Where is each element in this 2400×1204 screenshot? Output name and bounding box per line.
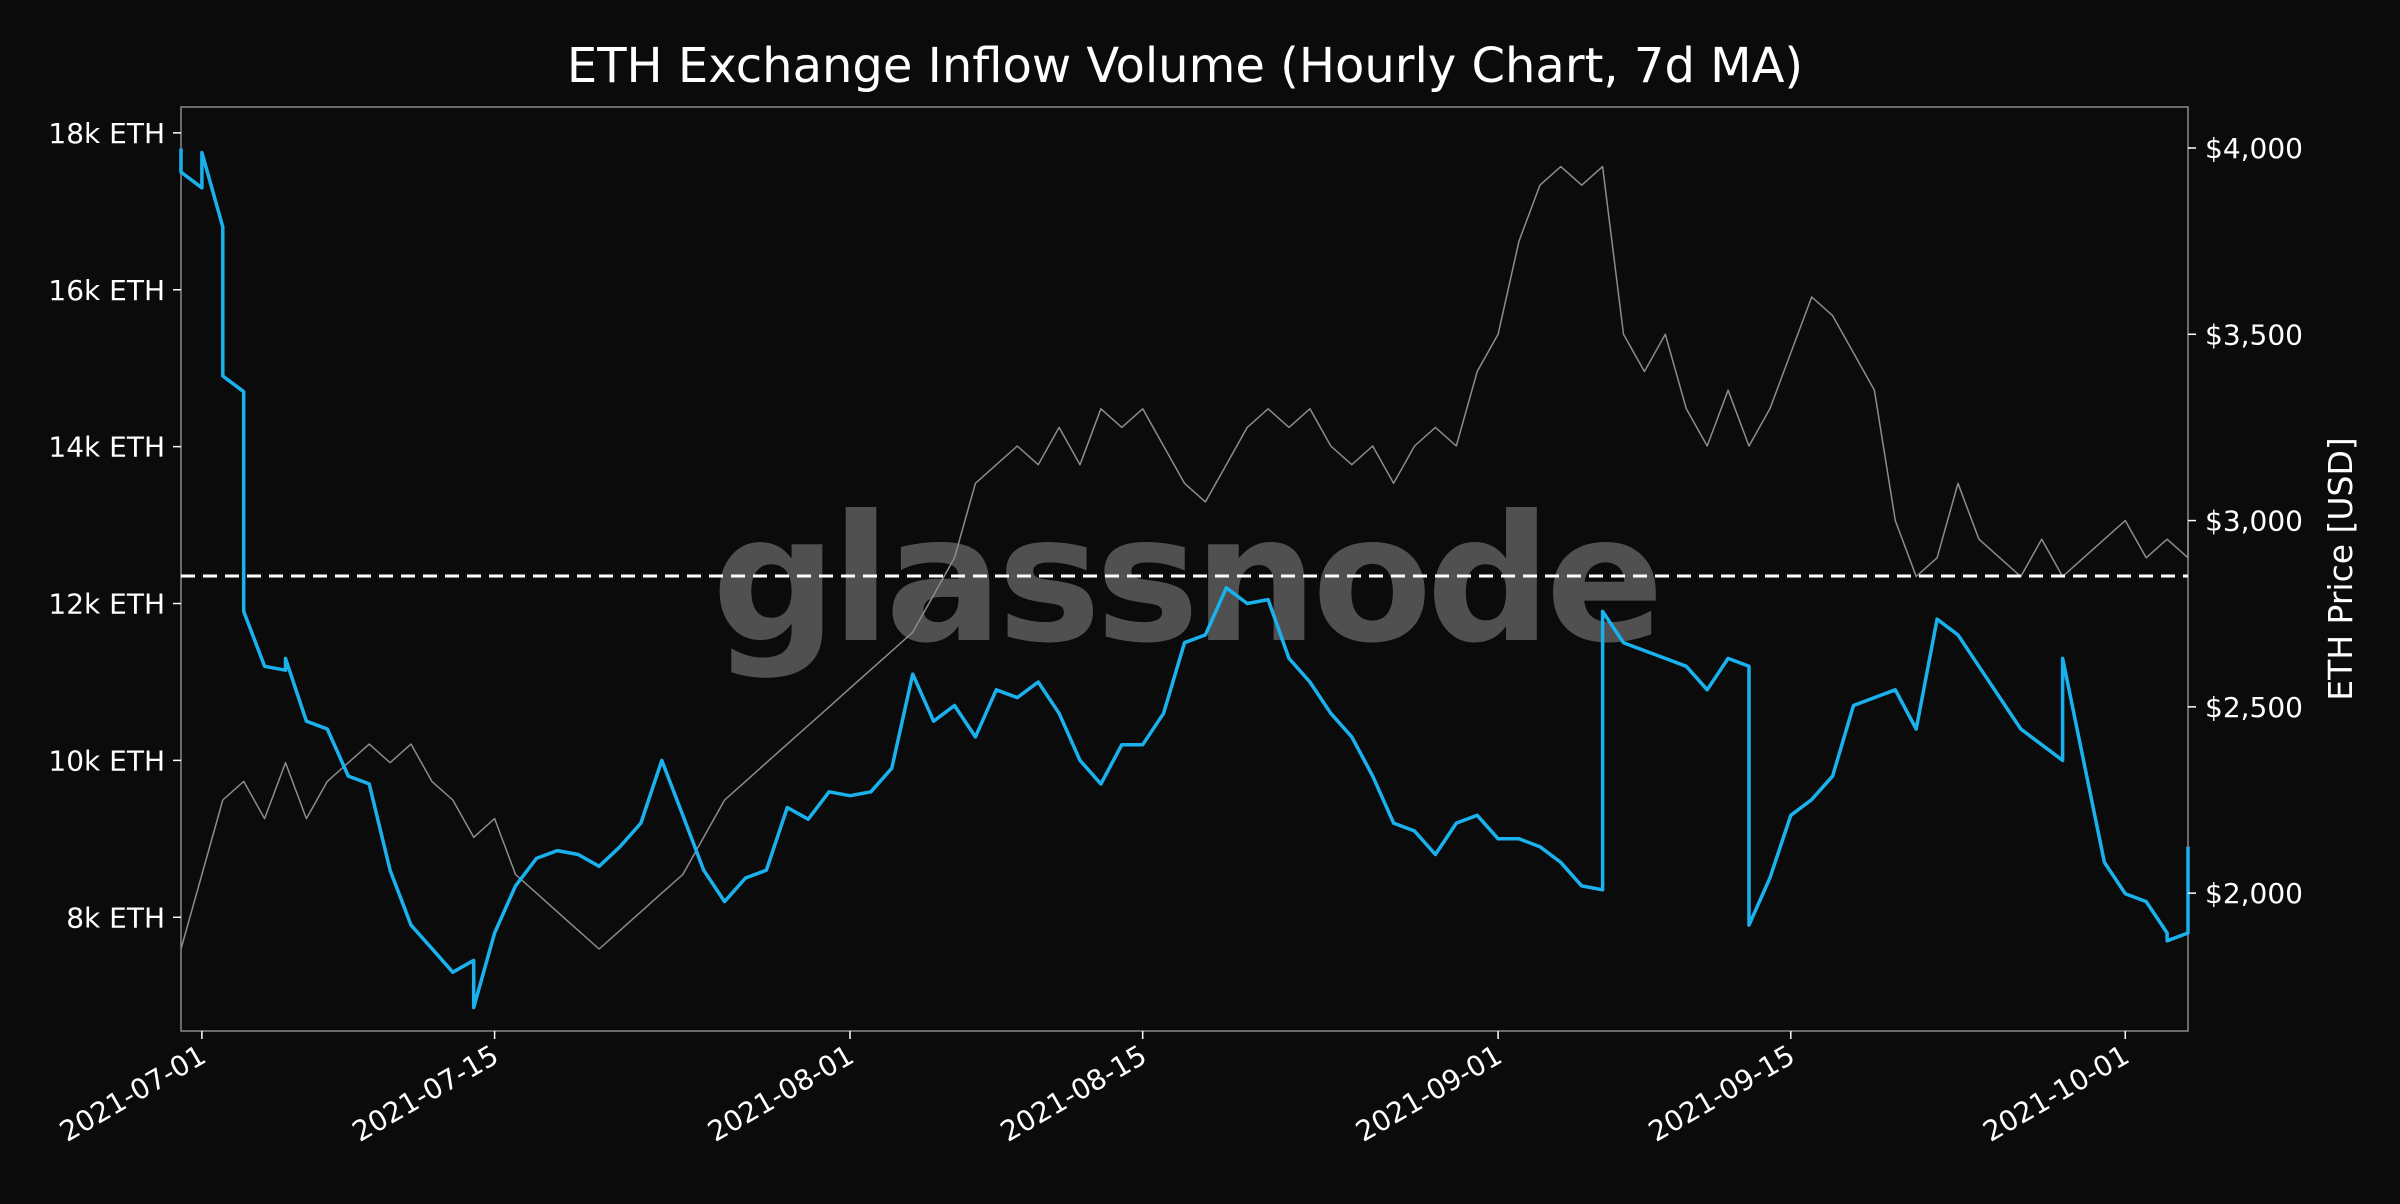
chart-title: ETH Exchange Inflow Volume (Hourly Chart… <box>567 38 1803 94</box>
right-axis: $2,000 $2,500 $3,000 $3,500 $4,000 <box>2188 132 2303 910</box>
price-series-line <box>180 165 2189 950</box>
plot-frame <box>180 106 2189 1032</box>
left-tick-label: 16k ETH <box>48 274 165 307</box>
x-axis: 2021-07-01 2021-07-15 2021-08-01 2021-08-15… <box>54 1031 2135 1148</box>
right-tick-label: $3,000 <box>2205 505 2303 538</box>
left-tick-label: 14k ETH <box>48 431 165 464</box>
x-tick-label: 2021-09-15 <box>1643 1038 1800 1148</box>
left-tick-label: 18k ETH <box>48 117 165 150</box>
x-tick-label: 2021-07-15 <box>347 1038 504 1148</box>
x-tick-label: 2021-08-15 <box>995 1038 1152 1148</box>
left-tick-label: 8k ETH <box>66 901 165 934</box>
x-tick-label: 2021-07-01 <box>54 1038 211 1148</box>
right-tick-label: $4,000 <box>2205 132 2303 165</box>
left-tick-label: 12k ETH <box>48 588 165 621</box>
right-tick-label: $2,000 <box>2205 877 2303 910</box>
right-tick-label: $3,500 <box>2205 318 2303 351</box>
right-tick-label: $2,500 <box>2205 691 2303 724</box>
series-layer <box>179 148 2190 1010</box>
x-tick-label: 2021-08-01 <box>702 1038 859 1148</box>
watermark-text: glassnode <box>712 479 1658 682</box>
x-tick-label: 2021-09-01 <box>1350 1038 1507 1148</box>
right-axis-label: ETH Price [USD] <box>2321 437 2360 701</box>
left-tick-label: 10k ETH <box>48 744 165 777</box>
inflow-series-line <box>179 148 2190 1010</box>
left-axis: 8k ETH 10k ETH 12k ETH 14k ETH 16k ETH 18k ET… <box>48 117 181 934</box>
x-tick-label: 2021-10-01 <box>1977 1038 2134 1148</box>
